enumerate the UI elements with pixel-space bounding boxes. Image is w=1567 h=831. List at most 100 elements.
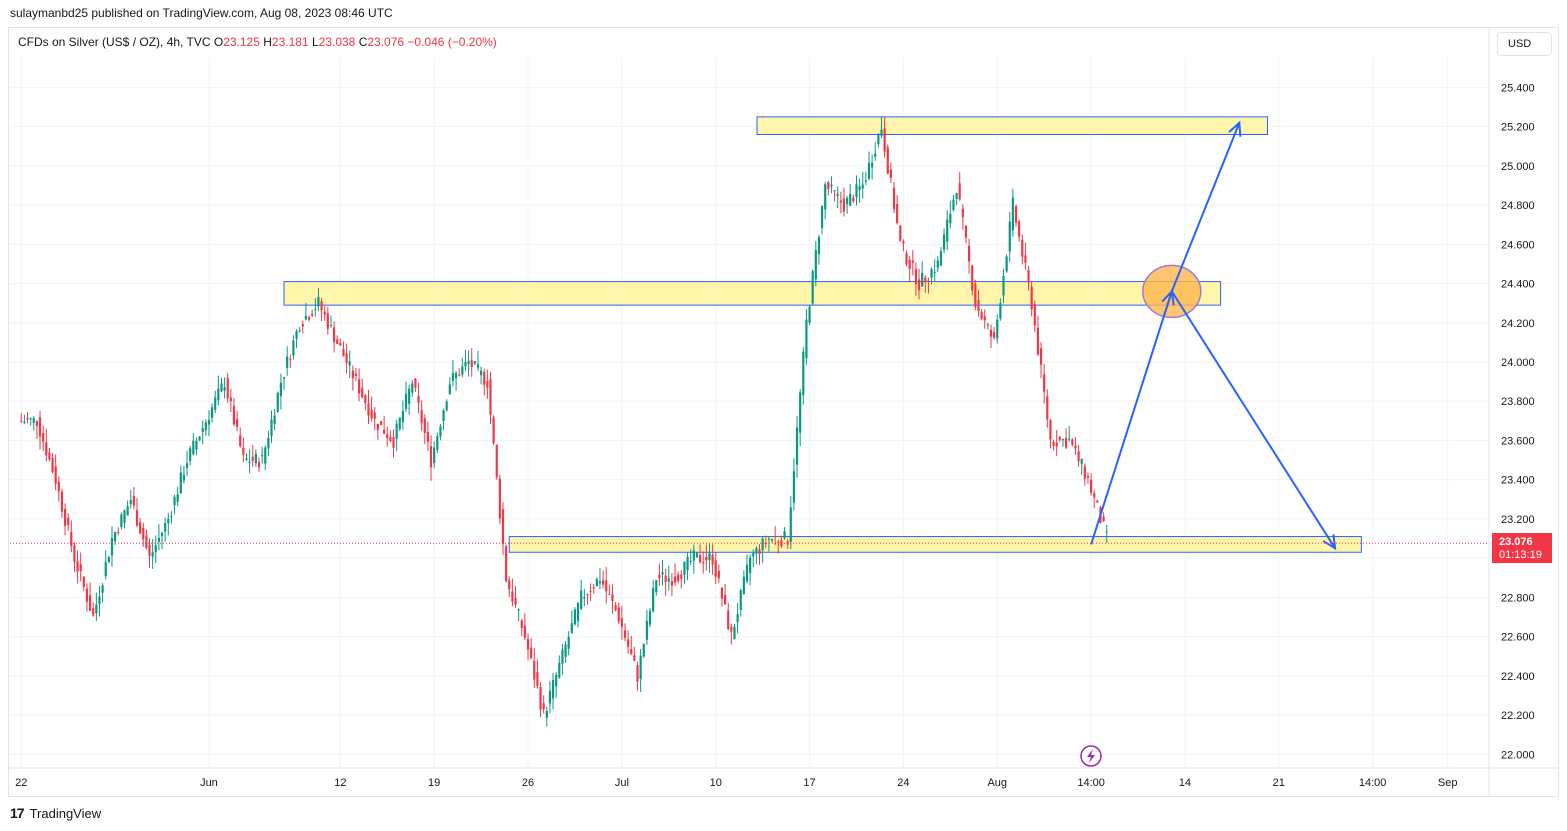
candle-body	[1018, 221, 1021, 237]
candle-body	[683, 561, 686, 575]
low-label: L	[311, 35, 319, 49]
candle-body	[348, 361, 351, 366]
candle-body	[980, 311, 983, 319]
candle-body	[858, 186, 861, 191]
time-axis[interactable]: 22 Jun 12 19 26 Jul 10 17 24 Aug 14:00 14 21 14:00 Sep	[9, 767, 1558, 789]
candle-body	[670, 581, 674, 586]
candle-body	[727, 610, 730, 629]
candle-body	[38, 417, 42, 437]
candle-body	[661, 572, 664, 575]
candle-body	[811, 271, 814, 304]
candle-body	[458, 374, 461, 376]
candle-body	[533, 660, 536, 680]
candle-body	[508, 580, 511, 590]
x-tick-label: 17	[803, 777, 815, 789]
candle-body	[958, 183, 961, 200]
candle-body	[896, 204, 899, 224]
candle-body	[864, 180, 867, 182]
candle-body	[783, 531, 786, 539]
candle-body	[373, 412, 376, 419]
candle-body	[429, 446, 433, 468]
candle-body	[658, 574, 661, 579]
candle-body	[132, 495, 135, 506]
candle-body	[820, 205, 824, 228]
candle-body	[867, 162, 871, 179]
candle-body	[695, 552, 699, 558]
candle-body	[448, 384, 451, 394]
y-tick-label: 22.200	[1501, 710, 1535, 722]
lightning-icon[interactable]	[1080, 745, 1102, 767]
symbol-title: CFDs on Silver (US$ / OZ), 4h, TVC	[18, 35, 211, 49]
candle-body	[627, 639, 630, 647]
open-label: O	[213, 35, 224, 49]
candle-body	[176, 494, 179, 502]
candle-body	[20, 420, 23, 422]
y-tick-label: 22.000	[1501, 749, 1535, 761]
candle-body	[1005, 256, 1008, 272]
last-price-tag: 23.076 01:13:19	[1492, 533, 1552, 563]
low-value: 23.038	[318, 35, 356, 49]
candle-body	[523, 625, 526, 638]
candle-body	[392, 437, 395, 448]
candle-body	[164, 523, 167, 532]
x-tick-label: Jun	[200, 777, 218, 789]
price-axis[interactable]: 22.00022.20022.40022.60022.80023.00023.2…	[1488, 28, 1535, 796]
candle-body	[986, 324, 989, 326]
candle-body	[489, 379, 492, 415]
y-tick-label: 24.800	[1501, 200, 1535, 212]
currency-button[interactable]: USD	[1497, 32, 1552, 56]
candle-body	[236, 419, 239, 427]
candle-body	[880, 129, 883, 136]
zone-rectangle	[756, 116, 1269, 135]
candle-body	[921, 272, 924, 287]
candle-body	[673, 576, 677, 583]
candle-body	[764, 542, 767, 544]
candle-body	[1086, 475, 1090, 478]
last-price-value: 23.076	[1499, 536, 1533, 548]
candle-body	[248, 461, 251, 463]
candle-body	[214, 397, 217, 410]
candle-body	[883, 128, 886, 152]
x-tick-label: Jul	[615, 777, 629, 789]
candle-body	[120, 514, 123, 528]
candle-body	[351, 370, 354, 379]
candle-body	[1036, 327, 1040, 355]
candle-body	[733, 626, 736, 640]
candle-body	[483, 371, 486, 385]
candle-body	[195, 440, 198, 450]
candle-body	[264, 447, 267, 464]
candle-body	[655, 580, 658, 593]
candle-body	[1061, 439, 1065, 441]
candle-body	[389, 436, 392, 442]
candle-body	[189, 448, 192, 461]
candle-body	[623, 630, 627, 638]
candle-body	[792, 471, 796, 503]
candle-body	[1055, 442, 1058, 447]
candle-body	[630, 648, 633, 654]
candle-body	[454, 373, 458, 379]
candle-body	[974, 283, 977, 307]
candle-body	[592, 587, 595, 589]
candle-body	[254, 453, 257, 464]
candle-body	[770, 538, 774, 541]
candle-body	[608, 593, 611, 595]
candle-body	[517, 609, 520, 611]
candle-body	[642, 644, 645, 657]
candle-body	[899, 225, 902, 241]
candle-body	[445, 401, 448, 411]
candle-body	[924, 277, 927, 283]
candle-body	[29, 418, 32, 420]
candle-body	[964, 225, 968, 238]
candle-body	[364, 395, 367, 404]
candle-body	[79, 564, 82, 572]
candle-body	[54, 466, 57, 484]
candle-body	[326, 313, 329, 329]
y-tick-label: 23.800	[1501, 396, 1535, 408]
candle-body	[1049, 419, 1052, 440]
candle-body	[304, 315, 308, 320]
candle-body	[598, 581, 602, 584]
candle-body	[1008, 221, 1011, 252]
candle-body	[142, 527, 145, 540]
zone-rectangle	[508, 536, 1362, 553]
